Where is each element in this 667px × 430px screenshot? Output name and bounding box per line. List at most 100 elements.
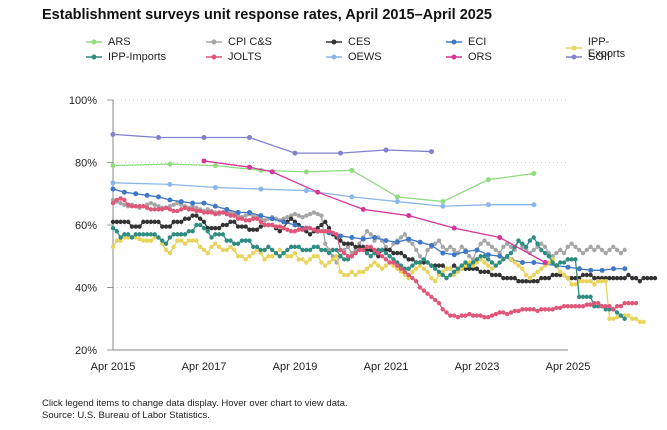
data-point-jolts[interactable] [486, 314, 491, 320]
data-point-jolts[interactable] [387, 260, 392, 265]
data-point-ces[interactable] [584, 272, 589, 278]
data-point-jolts[interactable] [569, 304, 574, 309]
data-point-ipp-exports[interactable] [482, 260, 487, 265]
data-point-ipp-exports[interactable] [436, 272, 442, 278]
data-point-jolts[interactable] [285, 227, 290, 232]
data-point-cpi-c-s[interactable] [152, 202, 157, 207]
data-point-ces[interactable] [440, 263, 445, 268]
data-point-cpi-c-s[interactable] [288, 213, 294, 218]
data-point-ces[interactable] [326, 225, 332, 231]
data-point-ipp-imports[interactable] [550, 260, 555, 265]
data-point-ces[interactable] [406, 257, 411, 262]
data-point-jolts[interactable] [368, 244, 373, 250]
data-point-ipp-exports[interactable] [592, 282, 597, 287]
data-point-ipp-imports[interactable] [595, 304, 601, 309]
data-point-ipp-imports[interactable] [194, 222, 199, 228]
data-point-eci[interactable] [201, 200, 207, 206]
data-point-ipp-imports[interactable] [110, 225, 116, 231]
data-point-ipp-exports[interactable] [148, 238, 154, 243]
data-point-ces[interactable] [239, 224, 245, 229]
data-point-ces[interactable] [163, 224, 169, 229]
data-point-cpi-c-s[interactable] [414, 247, 419, 253]
data-point-cpi-c-s[interactable] [486, 241, 491, 246]
data-point-cpi-c-s[interactable] [573, 244, 578, 250]
data-point-ipp-exports[interactable] [247, 254, 252, 259]
data-point-ipp-imports[interactable] [311, 244, 317, 250]
data-point-ces[interactable] [364, 247, 370, 253]
data-point-jolts[interactable] [254, 216, 260, 221]
data-point-ars[interactable] [485, 177, 491, 183]
data-point-ces[interactable] [569, 275, 574, 281]
data-point-ipp-imports[interactable] [152, 232, 157, 237]
data-point-ipp-imports[interactable] [247, 238, 252, 243]
data-point-ipp-exports[interactable] [558, 269, 563, 275]
data-point-cpi-c-s[interactable] [595, 244, 601, 250]
data-point-cpi-c-s[interactable] [167, 204, 173, 209]
data-point-jolts[interactable] [478, 313, 483, 318]
data-point-jolts[interactable] [493, 311, 499, 317]
data-point-ipp-exports[interactable] [584, 279, 589, 284]
data-point-ipp-imports[interactable] [368, 254, 373, 259]
data-point-cpi-c-s[interactable] [110, 197, 116, 203]
data-point-ces[interactable] [531, 279, 536, 284]
data-point-cpi-c-s[interactable] [285, 214, 290, 220]
data-point-jolts[interactable] [364, 244, 370, 250]
data-point-ipp-exports[interactable] [201, 247, 207, 253]
data-point-ipp-imports[interactable] [262, 247, 267, 253]
data-point-ipp-imports[interactable] [315, 244, 320, 250]
data-point-ipp-imports[interactable] [345, 257, 351, 262]
data-point-ces[interactable] [137, 224, 142, 229]
data-point-ces[interactable] [319, 222, 324, 228]
series-ipp-imports[interactable] [110, 222, 627, 321]
data-point-ipp-imports[interactable] [133, 232, 138, 237]
data-point-jolts[interactable] [133, 204, 138, 209]
data-point-jolts[interactable] [251, 216, 256, 221]
data-point-ipp-imports[interactable] [391, 257, 396, 262]
data-point-ces[interactable] [232, 219, 237, 225]
data-point-cpi-c-s[interactable] [353, 247, 358, 253]
data-point-eci[interactable] [474, 247, 480, 253]
data-point-jolts[interactable] [125, 202, 131, 207]
data-point-ipp-exports[interactable] [179, 238, 184, 243]
data-point-cpi-c-s[interactable] [205, 207, 210, 212]
data-point-jolts[interactable] [201, 210, 207, 215]
series-ipp-exports[interactable] [110, 235, 646, 325]
data-point-jolts[interactable] [349, 254, 354, 259]
data-point-cpi-c-s[interactable] [175, 200, 180, 206]
data-point-jolts[interactable] [372, 247, 377, 253]
data-point-ipp-exports[interactable] [304, 260, 309, 265]
data-point-cpi-c-s[interactable] [319, 213, 324, 218]
data-point-ipp-exports[interactable] [349, 269, 354, 275]
data-point-ipp-imports[interactable] [118, 235, 123, 240]
data-point-jolts[interactable] [258, 219, 264, 225]
data-point-ces[interactable] [626, 272, 631, 278]
data-point-jolts[interactable] [379, 254, 385, 259]
data-point-jolts[interactable] [482, 314, 487, 320]
data-point-jolts[interactable] [561, 304, 567, 309]
data-point-ipp-imports[interactable] [239, 238, 245, 243]
legend-item-ors[interactable]: ORS [446, 51, 492, 63]
data-point-ces[interactable] [501, 275, 506, 281]
data-point-cpi-c-s[interactable] [618, 250, 624, 256]
data-point-ipp-imports[interactable] [376, 247, 381, 253]
data-point-ces[interactable] [493, 272, 499, 278]
data-point-jolts[interactable] [129, 204, 135, 209]
data-point-ars[interactable] [349, 167, 355, 173]
data-point-ipp-imports[interactable] [414, 260, 419, 265]
data-point-ipp-exports[interactable] [269, 254, 275, 259]
data-point-jolts[interactable] [440, 307, 445, 312]
data-point-ipp-exports[interactable] [285, 254, 290, 259]
data-point-ces[interactable] [603, 275, 608, 281]
data-point-ipp-exports[interactable] [209, 244, 214, 250]
data-point-ipp-imports[interactable] [539, 247, 544, 253]
data-point-ipp-imports[interactable] [523, 244, 529, 250]
data-point-jolts[interactable] [448, 313, 453, 318]
data-point-ipp-exports[interactable] [186, 238, 192, 243]
data-point-ces[interactable] [652, 275, 658, 281]
data-point-ipp-imports[interactable] [440, 272, 445, 278]
data-point-ipp-exports[interactable] [330, 257, 336, 262]
data-point-ces[interactable] [622, 275, 627, 281]
data-point-ipp-imports[interactable] [122, 232, 127, 237]
data-point-eci[interactable] [269, 216, 275, 222]
data-point-ipp-imports[interactable] [330, 247, 336, 253]
